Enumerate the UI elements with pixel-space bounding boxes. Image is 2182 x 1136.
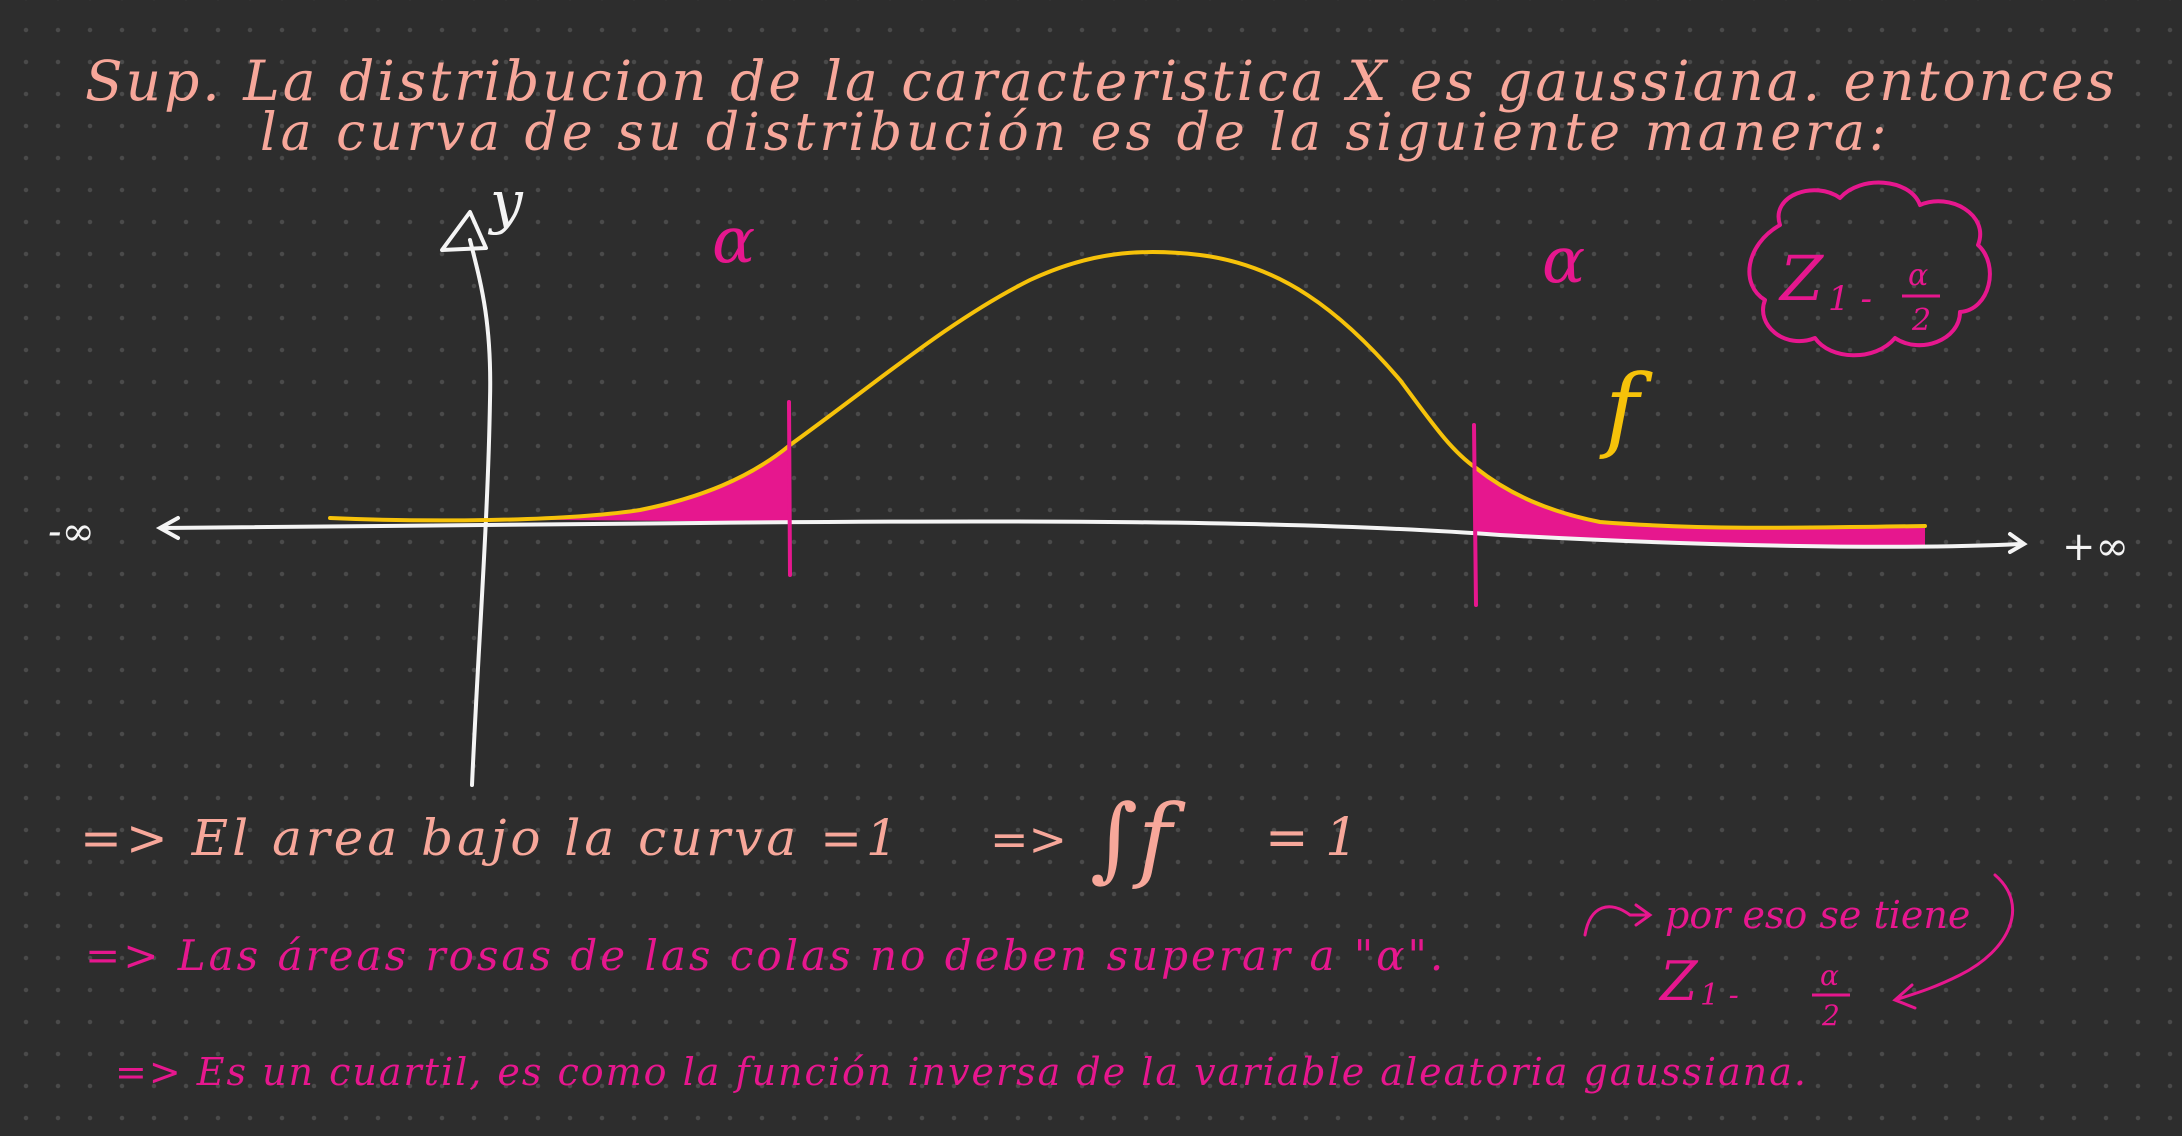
- y-axis: [468, 238, 493, 787]
- curve-f-label: f: [1599, 355, 1653, 462]
- right-alpha-label: α: [1542, 224, 1585, 298]
- y-axis-arrowhead: [440, 210, 488, 252]
- note-line-2-side: por eso se tiene: [1665, 893, 1970, 937]
- y-axis-label: y: [487, 168, 524, 236]
- left-alpha-label: α: [712, 204, 755, 278]
- note-line-1: => El area bajo la curva =1: [80, 809, 902, 867]
- left-critical-line: [787, 400, 792, 577]
- note-line-3: => Es un cuartil, es como la función inv…: [115, 1050, 1808, 1094]
- z-cloud: Z 1 - α 2: [1747, 180, 1992, 358]
- x-axis: [160, 519, 2022, 549]
- gaussian-curve: [328, 249, 1927, 530]
- cloud-frac-den: 2: [1911, 303, 1931, 338]
- neg-infinity-label: -∞: [48, 509, 95, 555]
- note-line-2: => Las áreas rosas de las colas no deben…: [85, 931, 1446, 980]
- note-line-2-frac-den: 2: [1821, 999, 1840, 1032]
- x-axis-arrowhead-left: [155, 516, 180, 540]
- pos-infinity-label: +∞: [2062, 524, 2129, 570]
- note-line-2-z: Z: [1658, 950, 1699, 1013]
- note-line-1-implies: =>: [990, 812, 1067, 866]
- cloud-z: Z: [1778, 242, 1824, 315]
- cloud-outline: [1747, 180, 1992, 358]
- note-line-2-subscript: 1 -: [1700, 978, 1739, 1013]
- x-axis-arrowhead-right: [2008, 532, 2028, 554]
- note-line-2-curved-arrow: [1892, 873, 2014, 1010]
- title-line-1: Sup. La distribucion de la caracteristic…: [85, 49, 2118, 113]
- right-critical-line: [1472, 423, 1478, 607]
- title-line-2: la curva de su distribución es de la sig…: [260, 103, 1891, 163]
- note-line-1-integral: ∫f: [1090, 785, 1186, 892]
- left-tail-area: [330, 445, 790, 522]
- note-line-2-hook-arrow: [1583, 903, 1653, 937]
- cloud-subscript: 1 -: [1828, 279, 1872, 319]
- note-line-1-equals: = 1: [1265, 808, 1358, 868]
- cloud-frac-num: α: [1908, 258, 1928, 293]
- note-line-2-frac-num: α: [1820, 959, 1839, 992]
